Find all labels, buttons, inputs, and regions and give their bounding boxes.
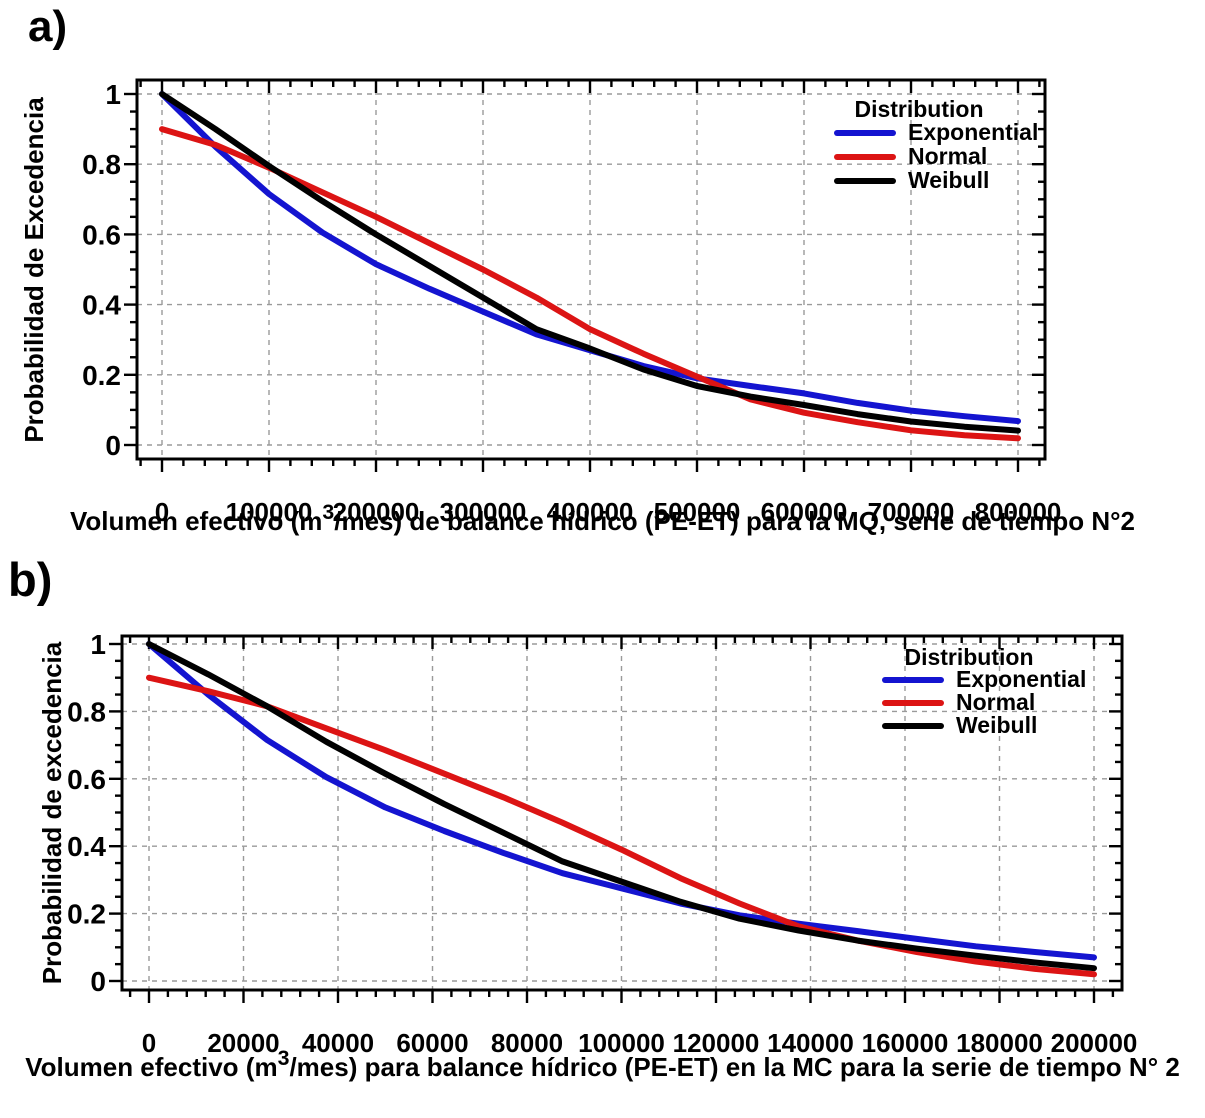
chart-b-legend-label-exponential: Exponential [956,666,1086,692]
chart-b-legend-label-normal: Normal [956,689,1035,715]
chart-b-xtick-100000: 100000 [578,1028,665,1058]
chart-a-ytick-0.8: 0.8 [82,149,121,180]
chart-a-legend-label-exponential: Exponential [908,119,1038,145]
x-title-a-post: /mes) de balance hídrico (PE-ET) para la… [334,506,1135,536]
chart-b-series-weibull [146,641,1097,972]
chart-b-ytick-1: 1 [90,629,106,660]
chart-a-legend-label-normal: Normal [908,143,987,169]
chart-b-frame [120,634,1124,992]
chart-a-xtick-0: 0 [155,497,169,527]
chart-b-ytick-0.2: 0.2 [67,899,106,930]
chart-a: 0 0.2 0.4 0.6 0.8 1 0 100000 200000 300000 400000 5… [19,78,1061,527]
x-title-b-superscript: 3 [277,1046,290,1071]
chart-a-ytick-1: 1 [105,79,121,110]
chart-b-xtick-180000: 180000 [956,1028,1043,1058]
chart-a-xtick-600000: 600000 [761,497,848,527]
chart-b-xtick-20000: 20000 [207,1028,279,1058]
chart-b-ytick-0: 0 [90,966,106,997]
chart-b-x-axis-title: Volumen efectivo (m3/mes) para balance h… [0,1048,1205,1083]
chart-a-xtick-200000: 200000 [333,497,420,527]
chart-a-gridlines [137,80,1045,459]
chart-a-xtick-800000: 800000 [975,497,1062,527]
chart-a-xtick-100000: 100000 [226,497,313,527]
chart-b-xtick-160000: 160000 [862,1028,949,1058]
chart-b-xtick-120000: 120000 [673,1028,760,1058]
chart-b-series [146,641,1097,978]
chart-b-series-exponential [146,641,1097,961]
chart-a-ticks [124,80,1045,472]
chart-b-xtick-140000: 140000 [767,1028,854,1058]
chart-b-gridlines [122,636,1122,990]
panel-label-a: a) [28,2,68,51]
chart-a-frame [135,78,1047,461]
chart-a-legend-title: Distribution [854,96,983,122]
chart-b-ticks [109,636,1122,1003]
chart-a-y-axis-label: Probabilidad de Excedencia [19,97,49,443]
chart-a-ytick-0.4: 0.4 [82,290,121,321]
chart-a-xtick-300000: 300000 [440,497,527,527]
panel-label-b: b) [8,553,53,606]
chart-b-xtick-200000: 200000 [1051,1028,1138,1058]
chart-a-series-weibull [159,91,1021,434]
chart-b-xtick-60000: 60000 [396,1028,468,1058]
chart-b-ytick-0.6: 0.6 [67,764,106,795]
chart-a-ytick-0.2: 0.2 [82,360,121,391]
chart-b: 0 0.2 0.4 0.6 0.8 1 0 20000 40000 60000 80000 10000… [37,629,1137,1058]
chart-b-series-normal [146,674,1097,978]
chart-b-legend-label-weibull: Weibull [956,712,1037,738]
x-title-a-superscript: 3 [322,500,335,525]
chart-b-ytick-0.4: 0.4 [67,831,106,862]
chart-a-ytick-0.6: 0.6 [82,219,121,250]
chart-a-x-axis-title: Volumen efectivo (m3/mes) de balance híd… [0,502,1205,537]
chart-a-series-normal [159,126,1021,442]
chart-b-xtick-0: 0 [142,1028,156,1058]
chart-a-xtick-700000: 700000 [868,497,955,527]
chart-a-xtick-400000: 400000 [547,497,634,527]
chart-a-series [159,91,1021,442]
chart-b-ytick-0.8: 0.8 [67,696,106,727]
chart-b-y-axis-label: Probabilidad de excedencia [37,641,67,984]
x-title-b-post: /mes) para balance hídrico (PE-ET) en la… [289,1052,1180,1082]
chart-b-tick-labels: 0 0.2 0.4 0.6 0.8 1 0 20000 40000 60000 80000 10000… [67,629,1137,1058]
chart-b-legend-title: Distribution [904,644,1033,670]
x-title-a-pre: Volumen efectivo (m [70,506,323,536]
chart-a-legend-label-weibull: Weibull [908,167,989,193]
chart-a-ytick-0: 0 [105,430,121,461]
x-title-b-pre: Volumen efectivo (m [25,1052,278,1082]
chart-a-tick-labels: 0 0.2 0.4 0.6 0.8 1 0 100000 200000 300000 400000 5… [82,79,1061,527]
chart-a-xtick-500000: 500000 [654,497,741,527]
chart-b-xtick-40000: 40000 [302,1028,374,1058]
chart-b-xtick-80000: 80000 [491,1028,563,1058]
